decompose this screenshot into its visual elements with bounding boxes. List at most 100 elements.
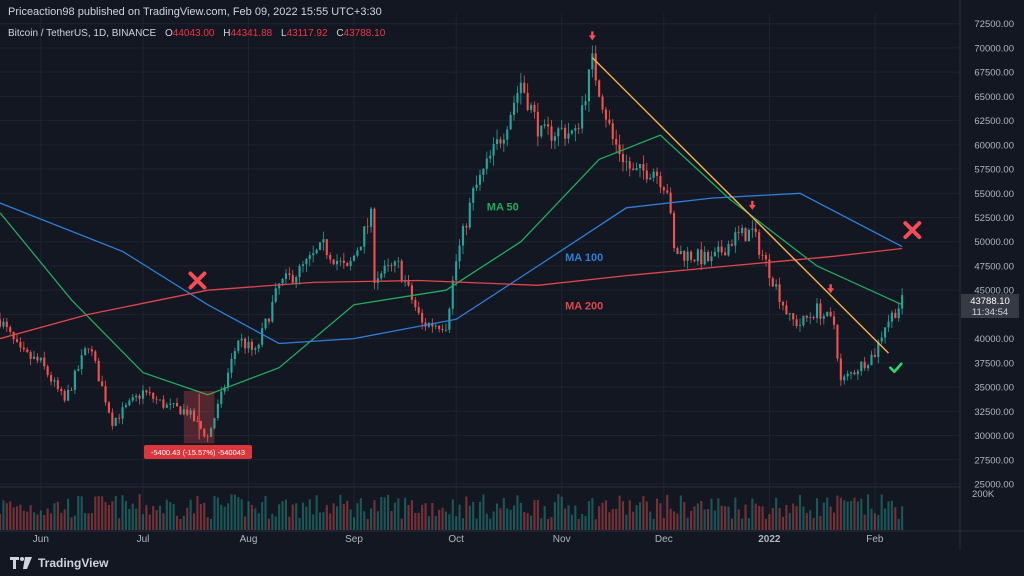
candle-body — [124, 405, 128, 408]
price-tick: 27500.00 — [974, 455, 1014, 466]
volume-bar — [502, 498, 505, 530]
candle-body — [771, 278, 774, 287]
volume-bar — [366, 518, 369, 530]
annotations: MA 50 MA 100 MA 200 -5400.43 (-15.57%) -540… — [144, 31, 922, 459]
volume-bar — [720, 505, 723, 530]
candle-body — [761, 254, 764, 256]
candle-body — [318, 242, 322, 250]
candle-body — [812, 316, 815, 319]
volume-bar — [158, 505, 162, 530]
volume-bar — [795, 506, 798, 530]
volume-bar — [104, 502, 107, 530]
volume-bar — [815, 498, 819, 530]
candle-body — [295, 277, 298, 283]
volume-bar — [359, 498, 362, 530]
candle-body — [53, 380, 56, 382]
candle-body — [819, 303, 822, 319]
volume-bar — [584, 515, 587, 530]
volume-bar — [564, 508, 567, 530]
candle-body — [853, 372, 856, 375]
volume-bar — [873, 513, 876, 530]
candle-body — [380, 273, 383, 279]
volume-bar — [516, 495, 519, 530]
volume-bar — [802, 506, 805, 530]
candle-body — [5, 321, 8, 328]
candle-body — [169, 403, 172, 405]
volume-bar — [22, 510, 25, 530]
ma200-label: MA 200 — [565, 301, 603, 313]
volume-bar — [587, 501, 590, 530]
volume-bar — [237, 496, 240, 530]
candle-body — [407, 281, 410, 286]
candle-body — [73, 370, 76, 391]
volume-bar — [192, 513, 196, 530]
volume-bar — [352, 517, 356, 530]
candle-body — [145, 390, 148, 393]
time-tick: Oct — [448, 534, 464, 545]
candle-body — [655, 171, 659, 176]
volume-bar — [478, 501, 482, 530]
footer-bar — [0, 550, 1024, 576]
volume-bar — [244, 516, 247, 530]
candle-body — [387, 265, 390, 266]
candle-body — [625, 161, 628, 163]
candle-body — [502, 139, 505, 144]
volume-bar — [339, 494, 342, 530]
current-price-bg — [961, 293, 1019, 318]
volume-bar — [570, 514, 573, 530]
open-value: 44043.00 — [172, 28, 215, 39]
ma50-label: MA 50 — [487, 202, 519, 214]
volume-bar — [124, 500, 128, 530]
candle-body — [577, 128, 580, 129]
low-label: L — [281, 28, 287, 39]
candle-body — [158, 399, 162, 401]
candle-body — [206, 436, 209, 438]
volume-bar — [210, 519, 213, 530]
candle-body — [404, 281, 407, 283]
candle-body — [564, 127, 567, 139]
candle-body — [686, 251, 689, 261]
volume-bar — [424, 503, 427, 530]
price-tick: 65000.00 — [974, 92, 1014, 103]
volume-bar — [438, 509, 441, 530]
candle-body — [233, 351, 236, 359]
candle-body — [444, 329, 448, 331]
open-label: O — [164, 28, 173, 39]
volume-bar — [632, 511, 635, 530]
candle-body — [778, 284, 781, 303]
candle-body — [67, 389, 70, 401]
candle-body — [499, 139, 502, 144]
volume-bar — [468, 505, 471, 530]
time-tick: Jul — [137, 534, 150, 545]
volume-bar — [434, 516, 437, 530]
candle-body — [63, 391, 66, 401]
candle-body — [104, 386, 107, 403]
candle-body — [36, 356, 39, 361]
volume-bar — [764, 518, 768, 530]
volume-bar — [114, 496, 117, 530]
volume-bar — [2, 500, 5, 530]
volume-bar — [274, 516, 277, 530]
candle-body — [870, 354, 873, 366]
candle-body — [349, 260, 352, 266]
volume-bar — [196, 495, 199, 530]
volume-bar — [84, 512, 87, 530]
candle-body — [237, 340, 240, 352]
volume-bar — [376, 511, 379, 530]
volume-bar — [63, 509, 66, 530]
candle-body — [213, 418, 216, 429]
volume-bar — [220, 504, 223, 530]
symbol-title[interactable]: Bitcoin / TetherUS, 1D, BINANCE — [8, 28, 157, 39]
volume-bar — [451, 499, 454, 530]
volume-bar — [781, 516, 785, 530]
tradingview-logo[interactable]: TradingView — [10, 556, 108, 570]
candle-body — [621, 154, 625, 163]
volume-bar — [233, 494, 236, 530]
candle-body — [492, 143, 495, 156]
candle-body — [856, 371, 859, 375]
candle-body — [339, 260, 342, 262]
candle-body — [764, 255, 768, 260]
volume-bar — [288, 516, 291, 530]
volume-bar — [880, 494, 883, 530]
